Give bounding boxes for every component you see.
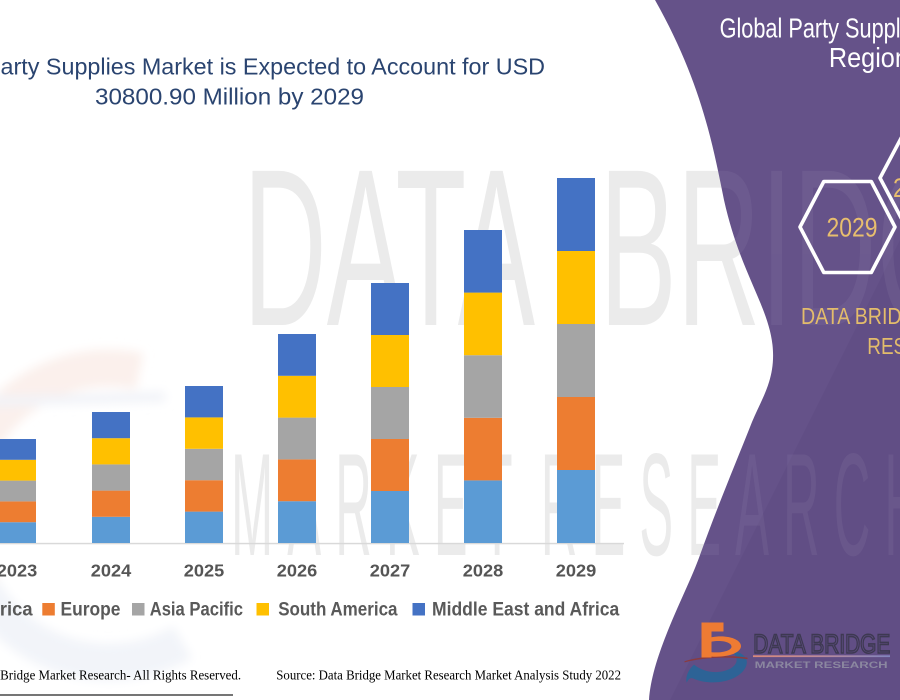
svg-text:2029: 2029	[827, 213, 878, 243]
svg-text:2022: 2022	[893, 173, 900, 203]
svg-text:South America: South America	[278, 600, 398, 621]
svg-text:Global Party Supplies: Global Party Supplies	[720, 12, 900, 43]
svg-text:2026: 2026	[277, 561, 318, 581]
svg-text:© 2022 Data Bridge Market Rese: © 2022 Data Bridge Market Research- All …	[0, 669, 241, 684]
svg-text:Middle East and Africa: Middle East and Africa	[432, 600, 620, 621]
svg-text:North America: North America	[0, 600, 33, 621]
svg-text:2028: 2028	[463, 561, 504, 581]
svg-text:Europe: Europe	[61, 600, 121, 621]
svg-text:MARKET RESEARCH: MARKET RESEARCH	[755, 660, 888, 671]
svg-text:30800.90 Million by 2029: 30800.90 Million by 2029	[95, 84, 364, 110]
svg-text:Asia Pacific: Asia Pacific	[150, 600, 244, 621]
svg-text:2025: 2025	[184, 561, 225, 581]
svg-text:2024: 2024	[91, 561, 132, 581]
svg-text:Source: Data Bridge Market Res: Source: Data Bridge Market Research Mark…	[276, 669, 621, 684]
svg-text:2027: 2027	[370, 561, 411, 581]
svg-text:DATA BRIDGE MARKET: DATA BRIDGE MARKET	[801, 303, 900, 329]
svg-text:2023: 2023	[0, 561, 38, 581]
svg-text:Region: Region	[829, 42, 900, 73]
svg-text:2029: 2029	[556, 561, 597, 581]
svg-text:DATA BRIDGE: DATA BRIDGE	[753, 629, 890, 659]
svg-text:RESEARCH: RESEARCH	[867, 333, 900, 359]
svg-text:Party Supplies Market is Expec: Party Supplies Market is Expected to Acc…	[0, 54, 545, 80]
